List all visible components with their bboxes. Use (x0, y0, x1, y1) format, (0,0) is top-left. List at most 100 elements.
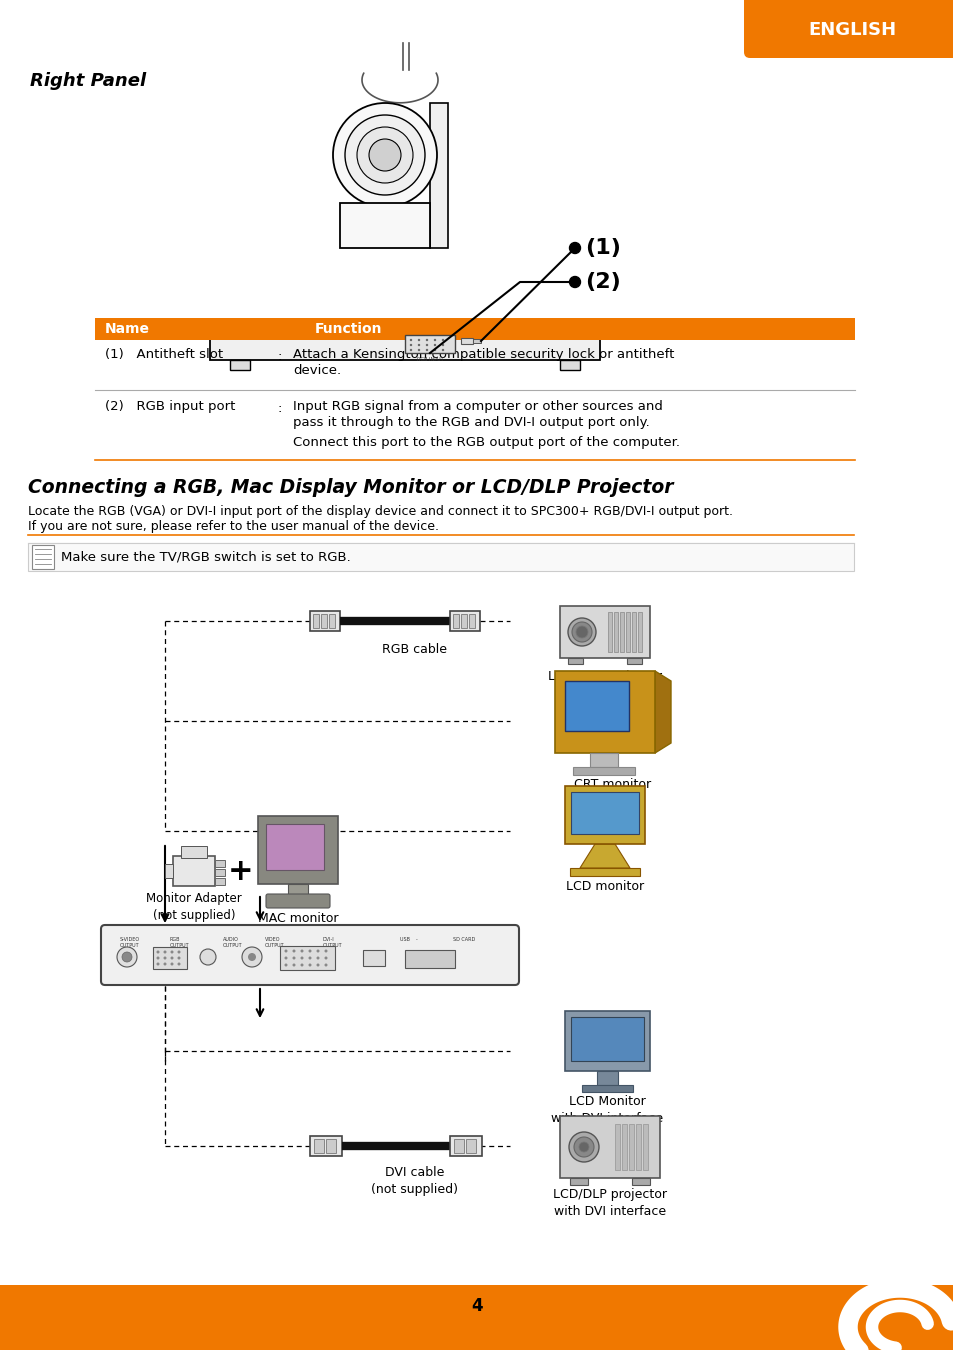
Text: DVI cable
(not supplied): DVI cable (not supplied) (371, 1166, 458, 1196)
Circle shape (324, 949, 327, 953)
Circle shape (163, 950, 167, 953)
Bar (625, 612, 629, 652)
FancyBboxPatch shape (743, 0, 953, 58)
Bar (453, 614, 458, 628)
Bar (555, 671, 655, 753)
Bar (564, 1011, 649, 1071)
Circle shape (308, 957, 312, 960)
Bar (559, 1116, 659, 1179)
Text: Make sure the TV/RGB switch is set to RGB.: Make sure the TV/RGB switch is set to RG… (61, 551, 351, 563)
Circle shape (117, 946, 137, 967)
Circle shape (122, 952, 132, 963)
Bar (181, 846, 207, 859)
Bar (614, 612, 618, 652)
Text: ENGLISH: ENGLISH (807, 22, 895, 39)
Text: 4: 4 (471, 1297, 482, 1315)
Text: (1)   Antitheft slot: (1) Antitheft slot (105, 348, 223, 360)
Bar (469, 614, 475, 628)
Circle shape (293, 949, 295, 953)
Circle shape (345, 115, 424, 194)
Circle shape (569, 243, 579, 254)
Circle shape (425, 344, 428, 346)
Bar (450, 612, 479, 630)
Bar (210, 323, 599, 329)
Circle shape (308, 964, 312, 967)
Bar (564, 680, 628, 730)
Circle shape (248, 953, 255, 961)
Circle shape (441, 339, 444, 342)
Circle shape (300, 957, 303, 960)
Text: DVI-I
OUTPUT: DVI-I OUTPUT (323, 937, 342, 948)
Circle shape (356, 127, 413, 184)
Circle shape (434, 339, 436, 342)
Bar (619, 612, 623, 652)
Circle shape (417, 348, 419, 351)
Text: If you are not sure, please refer to the user manual of the device.: If you are not sure, please refer to the… (28, 520, 438, 533)
Circle shape (578, 1142, 588, 1152)
Bar (95, 319, 854, 340)
Circle shape (441, 344, 444, 346)
Circle shape (300, 949, 303, 953)
Bar (430, 103, 448, 248)
Bar (32, 545, 54, 568)
Bar (450, 1135, 481, 1156)
Bar (460, 338, 473, 344)
Text: (2)   RGB input port: (2) RGB input port (105, 400, 235, 413)
Circle shape (574, 1137, 594, 1157)
Bar (214, 860, 225, 867)
Text: Attach a Kensington compatible security lock or antitheft: Attach a Kensington compatible security … (293, 348, 674, 360)
Circle shape (200, 949, 215, 965)
Circle shape (316, 957, 319, 960)
Text: (2): (2) (584, 271, 620, 292)
Circle shape (425, 348, 428, 351)
Text: :: : (277, 350, 282, 363)
Text: pass it through to the RGB and DVI-I output port only.: pass it through to the RGB and DVI-I out… (293, 416, 649, 429)
Bar (339, 202, 430, 248)
Circle shape (293, 964, 295, 967)
Bar (626, 657, 641, 664)
Text: device.: device. (293, 364, 341, 377)
Text: Monitor Adapter
(not supplied): Monitor Adapter (not supplied) (146, 892, 242, 922)
Bar (329, 614, 335, 628)
Circle shape (293, 957, 295, 960)
Bar (266, 824, 324, 869)
Circle shape (410, 339, 412, 342)
Bar (559, 360, 579, 370)
Bar (638, 612, 641, 652)
Circle shape (410, 348, 412, 351)
Circle shape (171, 957, 173, 960)
Bar (571, 792, 639, 834)
Bar (569, 868, 639, 876)
Bar (405, 950, 455, 968)
Polygon shape (579, 844, 629, 868)
Bar (636, 1125, 640, 1170)
Text: RGB INPUT: RGB INPUT (416, 356, 443, 362)
Text: Function: Function (314, 323, 382, 336)
Bar (310, 612, 339, 630)
Circle shape (177, 950, 180, 953)
Circle shape (300, 964, 303, 967)
Text: S-VIDEO
OUTPUT: S-VIDEO OUTPUT (120, 937, 140, 948)
Circle shape (163, 963, 167, 965)
Text: SD CARD: SD CARD (453, 937, 475, 942)
Circle shape (417, 344, 419, 346)
Bar (326, 1139, 335, 1153)
Circle shape (284, 964, 287, 967)
Text: LCD monitor: LCD monitor (565, 880, 643, 892)
Text: Connect this port to the RGB output port of the computer.: Connect this port to the RGB output port… (293, 436, 679, 450)
Text: RGB cable: RGB cable (382, 643, 447, 656)
Bar (280, 946, 335, 971)
Circle shape (567, 618, 596, 647)
Bar (28, 543, 853, 571)
Bar (214, 869, 225, 876)
Bar (567, 657, 582, 664)
Circle shape (156, 963, 159, 965)
Text: :: : (277, 402, 282, 414)
Text: MAC monitor: MAC monitor (257, 913, 338, 925)
Circle shape (177, 957, 180, 960)
Circle shape (171, 950, 173, 953)
Bar (573, 767, 635, 775)
Polygon shape (655, 671, 670, 753)
Circle shape (425, 339, 428, 342)
Bar (589, 753, 618, 767)
